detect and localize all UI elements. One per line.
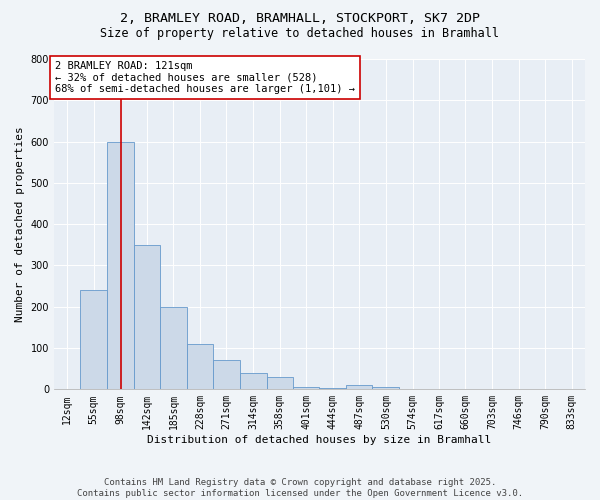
Bar	[239, 373, 266, 390]
Bar	[134, 245, 160, 390]
Bar	[54, 388, 80, 390]
Text: 2 BRAMLEY ROAD: 121sqm
← 32% of detached houses are smaller (528)
68% of semi-de: 2 BRAMLEY ROAD: 121sqm ← 32% of detached…	[55, 61, 355, 94]
Bar	[213, 360, 239, 390]
Y-axis label: Number of detached properties: Number of detached properties	[15, 126, 25, 322]
Bar	[293, 388, 319, 390]
Text: 2, BRAMLEY ROAD, BRAMHALL, STOCKPORT, SK7 2DP: 2, BRAMLEY ROAD, BRAMHALL, STOCKPORT, SK…	[120, 12, 480, 26]
Bar	[187, 344, 213, 390]
Bar	[373, 388, 400, 390]
Bar	[266, 377, 293, 390]
Text: Contains HM Land Registry data © Crown copyright and database right 2025.
Contai: Contains HM Land Registry data © Crown c…	[77, 478, 523, 498]
Bar	[346, 385, 373, 390]
Text: Size of property relative to detached houses in Bramhall: Size of property relative to detached ho…	[101, 28, 499, 40]
Bar	[400, 388, 426, 390]
Bar	[319, 388, 346, 390]
X-axis label: Distribution of detached houses by size in Bramhall: Distribution of detached houses by size …	[148, 435, 491, 445]
Bar	[80, 290, 107, 390]
Bar	[160, 307, 187, 390]
Bar	[107, 142, 134, 390]
